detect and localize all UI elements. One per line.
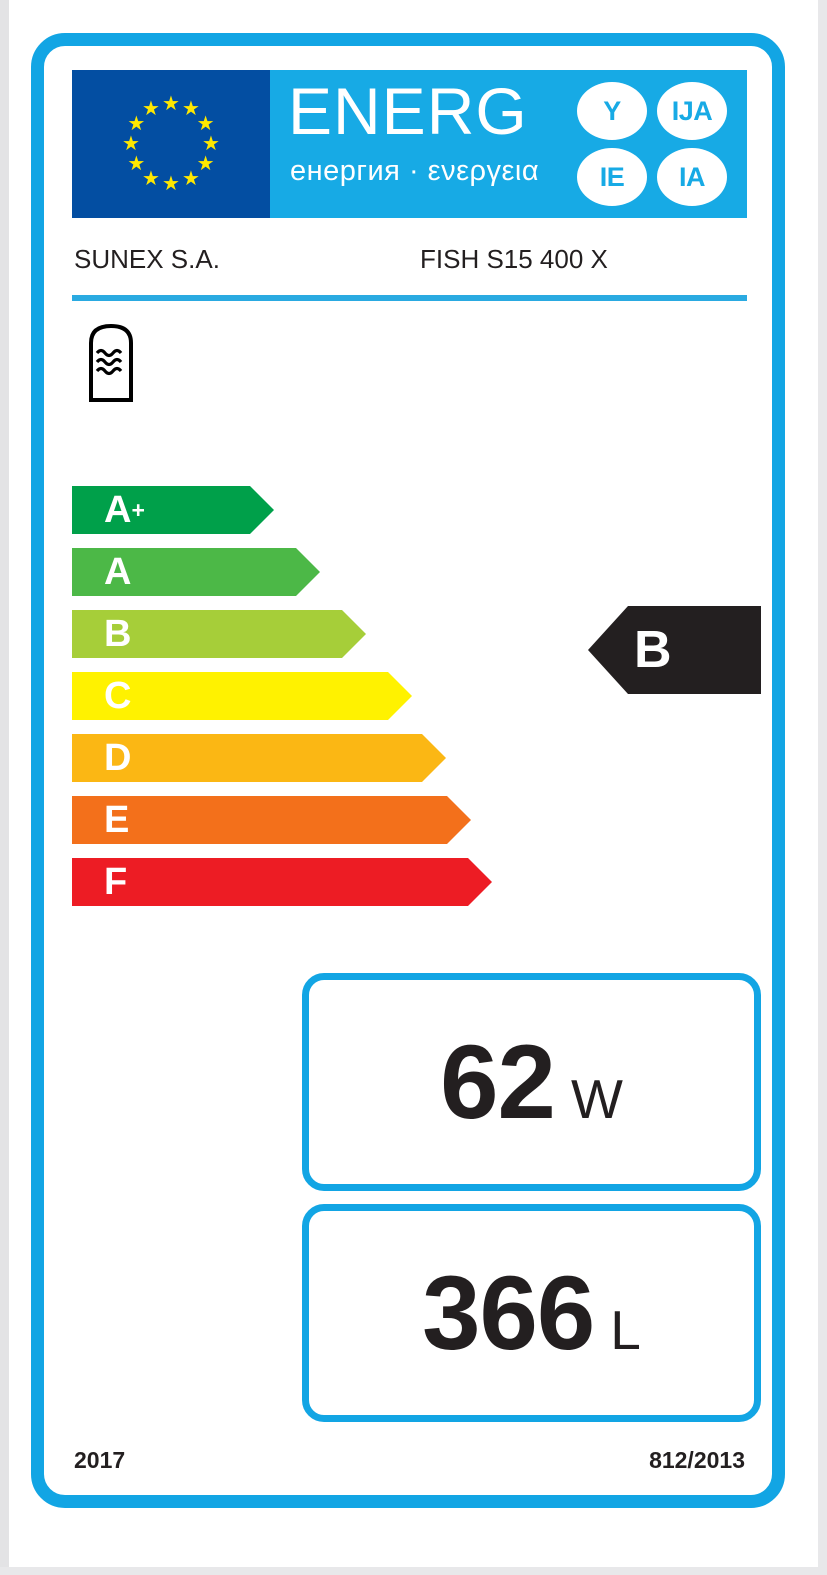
- storage-volume-number: 366: [422, 1254, 595, 1372]
- energy-class-bar-label: A +: [104, 489, 145, 531]
- energ-oval-ia: IA: [657, 148, 727, 206]
- energ-wordmark-band: ENERG енергия · ενεργεια Y IJA IE IA: [270, 70, 747, 218]
- eu-flag-star: ★: [196, 153, 215, 175]
- eu-flag-star: ★: [182, 98, 200, 121]
- eu-flag-star: ★: [162, 173, 180, 195]
- energ-oval-group: Y IJA IE IA: [577, 82, 733, 206]
- label-header: ★ ★ ★ ★ ★ ★ ★ ★ ★ ★ ★ ★ ENERG енергия · ενεργεια Y …: [72, 70, 747, 218]
- page-edge-right: [818, 0, 827, 1575]
- header-divider: [72, 295, 747, 301]
- energy-class-rating-arrow: B: [588, 604, 761, 696]
- energy-class-bar: A: [72, 548, 492, 596]
- eu-flag-star: ★: [162, 93, 180, 115]
- energy-class-bar-label: A: [104, 551, 132, 593]
- eu-flag-star: ★: [122, 133, 140, 155]
- energy-class-bar-label: B: [104, 613, 132, 655]
- label-footer: 2017 812/2013: [72, 1447, 747, 1481]
- eu-flag-star: ★: [202, 133, 220, 155]
- eu-flag-star: ★: [127, 113, 146, 135]
- energy-class-bar-label: C: [104, 675, 132, 717]
- energy-class-bar: C: [72, 672, 492, 720]
- energy-class-bar: A +: [72, 486, 492, 534]
- energy-class-bar-shape: [72, 548, 320, 596]
- page-edge-bottom: [0, 1567, 827, 1575]
- energ-subtitle: енергия · ενεργεια: [290, 155, 540, 187]
- label-year: 2017: [74, 1447, 126, 1473]
- energy-class-bar: B: [72, 610, 492, 658]
- energy-class-bar: E: [72, 796, 492, 844]
- eu-flag-star: ★: [142, 167, 160, 190]
- page-edge-left: [0, 0, 9, 1575]
- energy-class-bar-shape: [72, 858, 492, 906]
- energy-class-bar-label: E: [104, 799, 130, 841]
- energ-oval-y: Y: [577, 82, 647, 140]
- energy-class-bar-shape: [72, 796, 471, 844]
- eu-flag-star: ★: [182, 167, 200, 190]
- energy-class-bar: F: [72, 858, 492, 906]
- supplier-model-row: SUNEX S.A. FISH S15 400 X: [72, 244, 747, 284]
- model-identifier: FISH S15 400 X: [420, 244, 608, 274]
- energy-class-rating-letter: B: [634, 621, 672, 679]
- european-union-flag-icon: ★ ★ ★ ★ ★ ★ ★ ★ ★ ★ ★ ★: [72, 70, 270, 218]
- energy-class-bar-label: F: [104, 861, 128, 903]
- supplier-name: SUNEX S.A.: [74, 244, 220, 274]
- energy-class-bar-label-plus: +: [131, 496, 145, 523]
- eu-flag-star: ★: [127, 153, 146, 175]
- energ-oval-ie: IE: [577, 148, 647, 206]
- regulation-number: 812/2013: [649, 1447, 745, 1473]
- energy-label-frame: ★ ★ ★ ★ ★ ★ ★ ★ ★ ★ ★ ★ ENERG енергия · ενεργεια Y …: [31, 33, 785, 1508]
- energy-label-content: ★ ★ ★ ★ ★ ★ ★ ★ ★ ★ ★ ★ ENERG енергия · ενεργεια Y …: [44, 46, 772, 1495]
- energy-class-bar-shape: [72, 734, 446, 782]
- energy-class-bar-label: D: [104, 737, 132, 779]
- standing-heat-loss-number: 62: [440, 1023, 556, 1141]
- energy-class-bar: D: [72, 734, 492, 782]
- standing-heat-loss-unit: W: [570, 1067, 623, 1130]
- storage-volume-value-line: 366 L: [422, 1261, 641, 1366]
- energy-class-bar-shape: [72, 610, 366, 658]
- energy-class-scale: A + A B C D E F: [72, 486, 492, 916]
- storage-volume-unit: L: [610, 1298, 641, 1361]
- energy-class-bar-shape: [72, 672, 412, 720]
- energ-oval-ija: IJA: [657, 82, 727, 140]
- energ-wordmark: ENERG: [288, 74, 528, 148]
- energy-class-bar-shape: [72, 486, 274, 534]
- standing-heat-loss-value-line: 62 W: [440, 1030, 623, 1135]
- eu-flag-star: ★: [196, 113, 215, 135]
- hot-water-storage-tank-icon: [86, 323, 136, 403]
- storage-volume-box: 366 L: [302, 1204, 761, 1422]
- standing-heat-loss-box: 62 W: [302, 973, 761, 1191]
- eu-flag-star: ★: [142, 98, 160, 121]
